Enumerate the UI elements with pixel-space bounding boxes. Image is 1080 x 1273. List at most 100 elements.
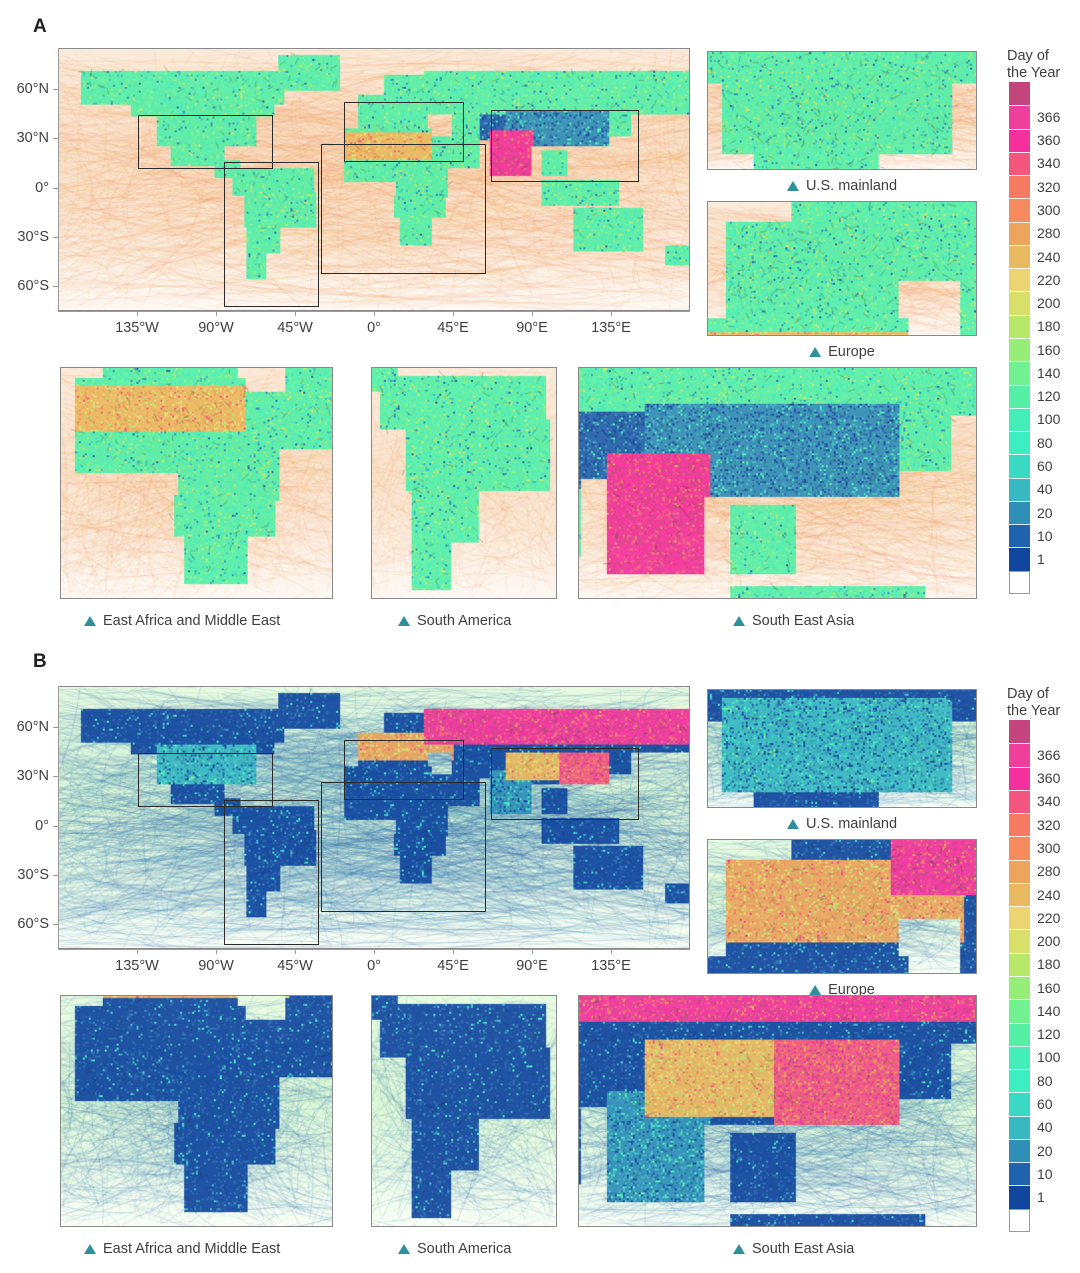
- y-tick: [53, 286, 58, 288]
- colorbar-band: [1009, 929, 1030, 954]
- y-tick: [53, 237, 58, 239]
- x-tick-label: 0°: [367, 958, 381, 974]
- panel-b-inset-europe-map[interactable]: [707, 839, 977, 974]
- panel-a-inset-europe-map[interactable]: [707, 201, 977, 336]
- panel-a-south-america-map[interactable]: [371, 367, 557, 599]
- panel-a: A 135°W 90°W 45°W 0° 45°E 90°E 135°E 60°N 30°N 0…: [17, 17, 1061, 629]
- y-tick-label: 30°S: [17, 867, 49, 884]
- colorbar-tick-label: 320: [1037, 816, 1061, 833]
- triangle-marker-icon: [786, 181, 799, 191]
- colorbar-tick: [1009, 361, 1030, 363]
- caption-label: South East Asia: [752, 613, 855, 629]
- colorbar-tick-label: 360: [1037, 770, 1061, 787]
- triangle-marker-icon: [786, 819, 799, 829]
- colorbar-band: [1009, 361, 1030, 386]
- y-tick-label: 60°N: [16, 719, 49, 736]
- colorbar-tick: [1009, 268, 1030, 270]
- world-map-canvas: [59, 49, 689, 310]
- panel-b-world-map[interactable]: [58, 686, 690, 949]
- colorbar-tick-label: 100: [1037, 1049, 1061, 1066]
- y-tick-label: 30°S: [17, 229, 49, 246]
- y-tick: [53, 924, 58, 926]
- colorbar-band: [1009, 268, 1030, 293]
- panel-b-inset-us-map[interactable]: [707, 689, 977, 808]
- caption-label: Europe: [828, 982, 875, 998]
- x-tick: [453, 311, 454, 316]
- colorbar-tick-label: 180: [1037, 956, 1061, 973]
- colorbar-tick-label: 10: [1037, 527, 1053, 544]
- y-tick-label: 30°N: [16, 768, 49, 785]
- x-tick-label: 45°E: [437, 320, 469, 336]
- africa-map-canvas: [61, 996, 332, 1226]
- y-tick: [53, 89, 58, 91]
- panel-b-africa-map[interactable]: [60, 995, 333, 1227]
- colorbar-tick-label: 200: [1037, 295, 1061, 312]
- africa-map-canvas: [61, 368, 332, 598]
- panel-b-south-america-map[interactable]: [371, 995, 557, 1227]
- caption-label: East Africa and Middle East: [103, 1241, 281, 1257]
- colorbar-tick-label: 340: [1037, 155, 1061, 172]
- x-tick-label: 0°: [367, 320, 381, 336]
- panel-a-colorbar-title: Day of the Year: [1007, 48, 1061, 82]
- colorbar-tick-label: 300: [1037, 840, 1061, 856]
- x-tick-label: 90°W: [198, 958, 234, 974]
- triangle-marker-icon: [733, 1244, 745, 1254]
- colorbar-tick-label: 280: [1037, 225, 1061, 242]
- colorbar-tick-label: 240: [1037, 248, 1061, 265]
- colorbar-tick: [1009, 547, 1030, 549]
- colorbar-tick-label: 320: [1037, 178, 1061, 195]
- panel-b: B 135°W 90°W 45°W 0° 45°E 90°E 135°E 60°N 30°N 0…: [0, 648, 1080, 1273]
- colorbar-tick-label: 20: [1037, 504, 1053, 521]
- colorbar-band: [1009, 198, 1030, 223]
- triangle-marker-icon: [809, 347, 822, 357]
- triangle-marker-icon: [398, 616, 410, 626]
- caption-label: Europe: [828, 344, 875, 360]
- y-tick-label: 0°: [35, 817, 49, 834]
- x-tick-label: 45°E: [437, 958, 469, 974]
- colorbar-band: [1009, 244, 1030, 269]
- caption-label: South America: [417, 1241, 512, 1257]
- colorbar-band: [1009, 291, 1030, 316]
- triangle-marker-icon: [809, 985, 822, 995]
- panel-a-world-map[interactable]: [58, 48, 690, 311]
- panel-a-caption-south-america: South America: [398, 613, 511, 629]
- y-tick-label: 0°: [35, 179, 49, 196]
- x-tick-label: 45°W: [277, 958, 313, 974]
- panel-b-colorbar[interactable]: 366 360 340 320 300 280 240 220 200 180 160 140 120 1…: [1009, 720, 1060, 1232]
- x-tick: [137, 311, 138, 316]
- x-tick: [295, 949, 296, 954]
- colorbar-tick: [1009, 1115, 1030, 1117]
- colorbar-tick-label: 160: [1037, 341, 1061, 358]
- panel-a-inset-us-map[interactable]: [707, 51, 977, 170]
- colorbar-tick: [1009, 500, 1030, 502]
- colorbar-tick: [1009, 813, 1030, 815]
- panel-a-south-east-asia-map[interactable]: [578, 367, 977, 599]
- caption-label: U.S. mainland: [805, 816, 898, 832]
- colorbar-band: [1009, 384, 1030, 409]
- colorbar-band: [1009, 82, 1030, 106]
- colorbar-band: [1009, 813, 1030, 837]
- panel-b-south-east-asia-map[interactable]: [578, 995, 977, 1227]
- panel-b-letter: B: [33, 651, 47, 672]
- colorbar-band: [1009, 407, 1030, 432]
- south-east-asia-map-canvas: [579, 368, 976, 598]
- panel-a-africa-map[interactable]: [60, 367, 333, 599]
- colorbar-tick: [1009, 1185, 1030, 1187]
- colorbar-band-empty: [1009, 1208, 1030, 1232]
- x-tick: [532, 311, 533, 316]
- colorbar-band: [1009, 175, 1030, 199]
- colorbar-tick: [1009, 882, 1030, 884]
- y-tick-label: 60°S: [17, 916, 49, 933]
- panel-a-colorbar[interactable]: 366 360 340 320 300 280 240 220 200 180 160 140 120 1…: [1009, 82, 1060, 594]
- y-tick: [53, 875, 58, 877]
- colorbar-tick: [1009, 431, 1030, 433]
- x-tick: [216, 311, 217, 316]
- colorbar-tick-label: 200: [1037, 933, 1061, 950]
- colorbar-tick-label: 366: [1037, 746, 1061, 763]
- caption-label: U.S. mainland: [805, 178, 898, 194]
- caption-label: South America: [417, 613, 512, 629]
- colorbar-tick-label: 280: [1037, 863, 1061, 880]
- colorbar-tick: [1009, 906, 1030, 908]
- colorbar-tick-label: 120: [1037, 1026, 1061, 1043]
- colorbar-band-empty: [1009, 570, 1030, 594]
